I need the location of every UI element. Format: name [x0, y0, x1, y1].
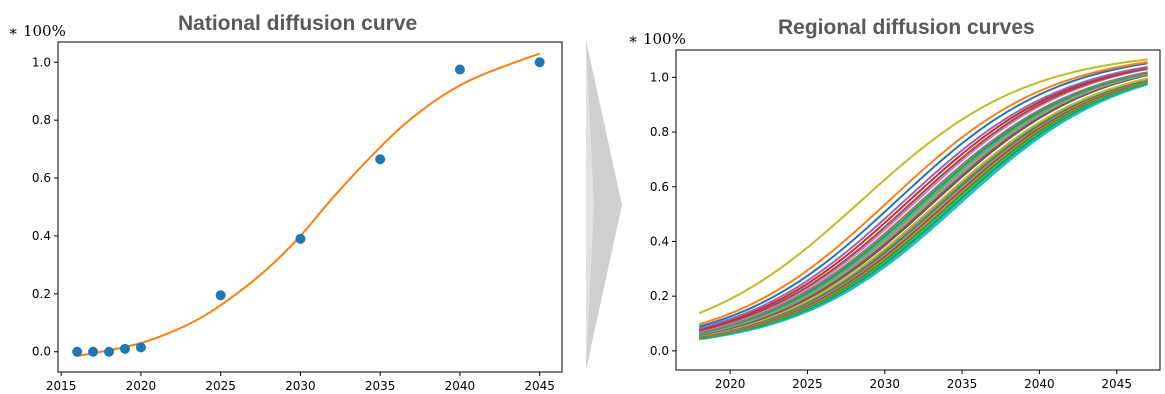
chevron-right-icon	[586, 40, 622, 370]
national-plot-frame	[57, 41, 563, 373]
national-x-tick-label: 2040	[445, 379, 476, 393]
national-chart-panel: National diffusion curve ∗ 100% 2015 2020…	[0, 0, 580, 394]
national-x-tick-label: 2015	[46, 379, 77, 393]
regional-chart-title: Regional diffusion curves	[778, 16, 1035, 39]
regional-x-tick-label: 2030	[869, 377, 900, 391]
national-fit-curve	[76, 52, 541, 358]
national-data-point	[88, 346, 99, 357]
national-unit-label: ∗ 100%	[8, 22, 66, 40]
regional-series-line	[698, 72, 1148, 335]
regional-unit-label: ∗ 100%	[628, 30, 686, 48]
regional-y-tick-label: 0.4	[650, 234, 669, 248]
national-chart-title: National diffusion curve	[178, 12, 418, 35]
regional-x-tick-label: 2045	[1101, 377, 1132, 391]
regional-y-tick-label: 0.6	[650, 180, 669, 194]
national-data-point	[215, 290, 226, 301]
national-y-tick-label: 0.2	[32, 287, 51, 301]
regional-y-tick-label: 0.8	[650, 125, 669, 139]
regional-series-line	[699, 78, 1148, 338]
national-y-tick-label: 0.0	[32, 345, 51, 359]
regional-x-tick-label: 2035	[947, 377, 978, 391]
regional-series-line	[699, 77, 1148, 337]
national-x-tick-label: 2020	[126, 379, 157, 393]
national-x-tick-label: 2030	[285, 379, 316, 393]
regional-series-line	[698, 67, 1148, 332]
regional-series-line	[698, 73, 1148, 336]
regional-chart-svg: 2020 2025 2030 2035 2040 2045 0.0 0.2 0.4 0.6 0.8 1…	[650, 49, 1161, 391]
regional-series-line	[698, 71, 1148, 334]
national-data-point	[534, 57, 545, 68]
national-x-tick-label: 2025	[205, 379, 236, 393]
regional-series-line	[698, 58, 1148, 315]
national-data-point	[135, 342, 146, 353]
national-chart-svg: 2015 2020 2025 2030 2035 2040 2045 0.0 0.2 0.4 0.6…	[32, 41, 563, 393]
regional-x-tick-label: 2040	[1024, 377, 1055, 391]
national-data-point	[119, 343, 130, 354]
regional-series-line	[698, 61, 1148, 326]
national-data-point	[295, 233, 306, 244]
regional-x-tick-label: 2025	[792, 377, 823, 391]
regional-y-tick-label: 0.2	[650, 289, 669, 303]
regional-y-tick-label: 1.0	[650, 70, 669, 84]
regional-series-line	[698, 62, 1148, 328]
regional-series-line	[698, 68, 1148, 333]
national-x-tick-label: 2045	[524, 379, 555, 393]
regional-series-line	[699, 79, 1148, 339]
regional-series-line	[698, 71, 1148, 334]
regional-plot-frame	[675, 49, 1161, 371]
national-data-point	[104, 346, 115, 357]
national-y-tick-label: 0.8	[32, 113, 51, 127]
regional-series-line	[698, 65, 1148, 330]
national-data-point	[72, 346, 83, 357]
regional-series-line	[698, 73, 1148, 336]
national-y-tick-label: 0.6	[32, 171, 51, 185]
regional-series-line	[698, 66, 1148, 331]
national-data-point	[454, 64, 465, 75]
national-y-tick-label: 1.0	[32, 55, 51, 69]
regional-chart-panel: Regional diffusion curves ∗ 100% 2020 202…	[620, 0, 1165, 394]
national-data-point	[375, 154, 386, 165]
regional-y-tick-label: 0.0	[650, 344, 669, 358]
national-x-tick-label: 2035	[365, 379, 396, 393]
national-y-tick-label: 0.4	[32, 229, 51, 243]
regional-x-tick-label: 2020	[715, 377, 746, 391]
